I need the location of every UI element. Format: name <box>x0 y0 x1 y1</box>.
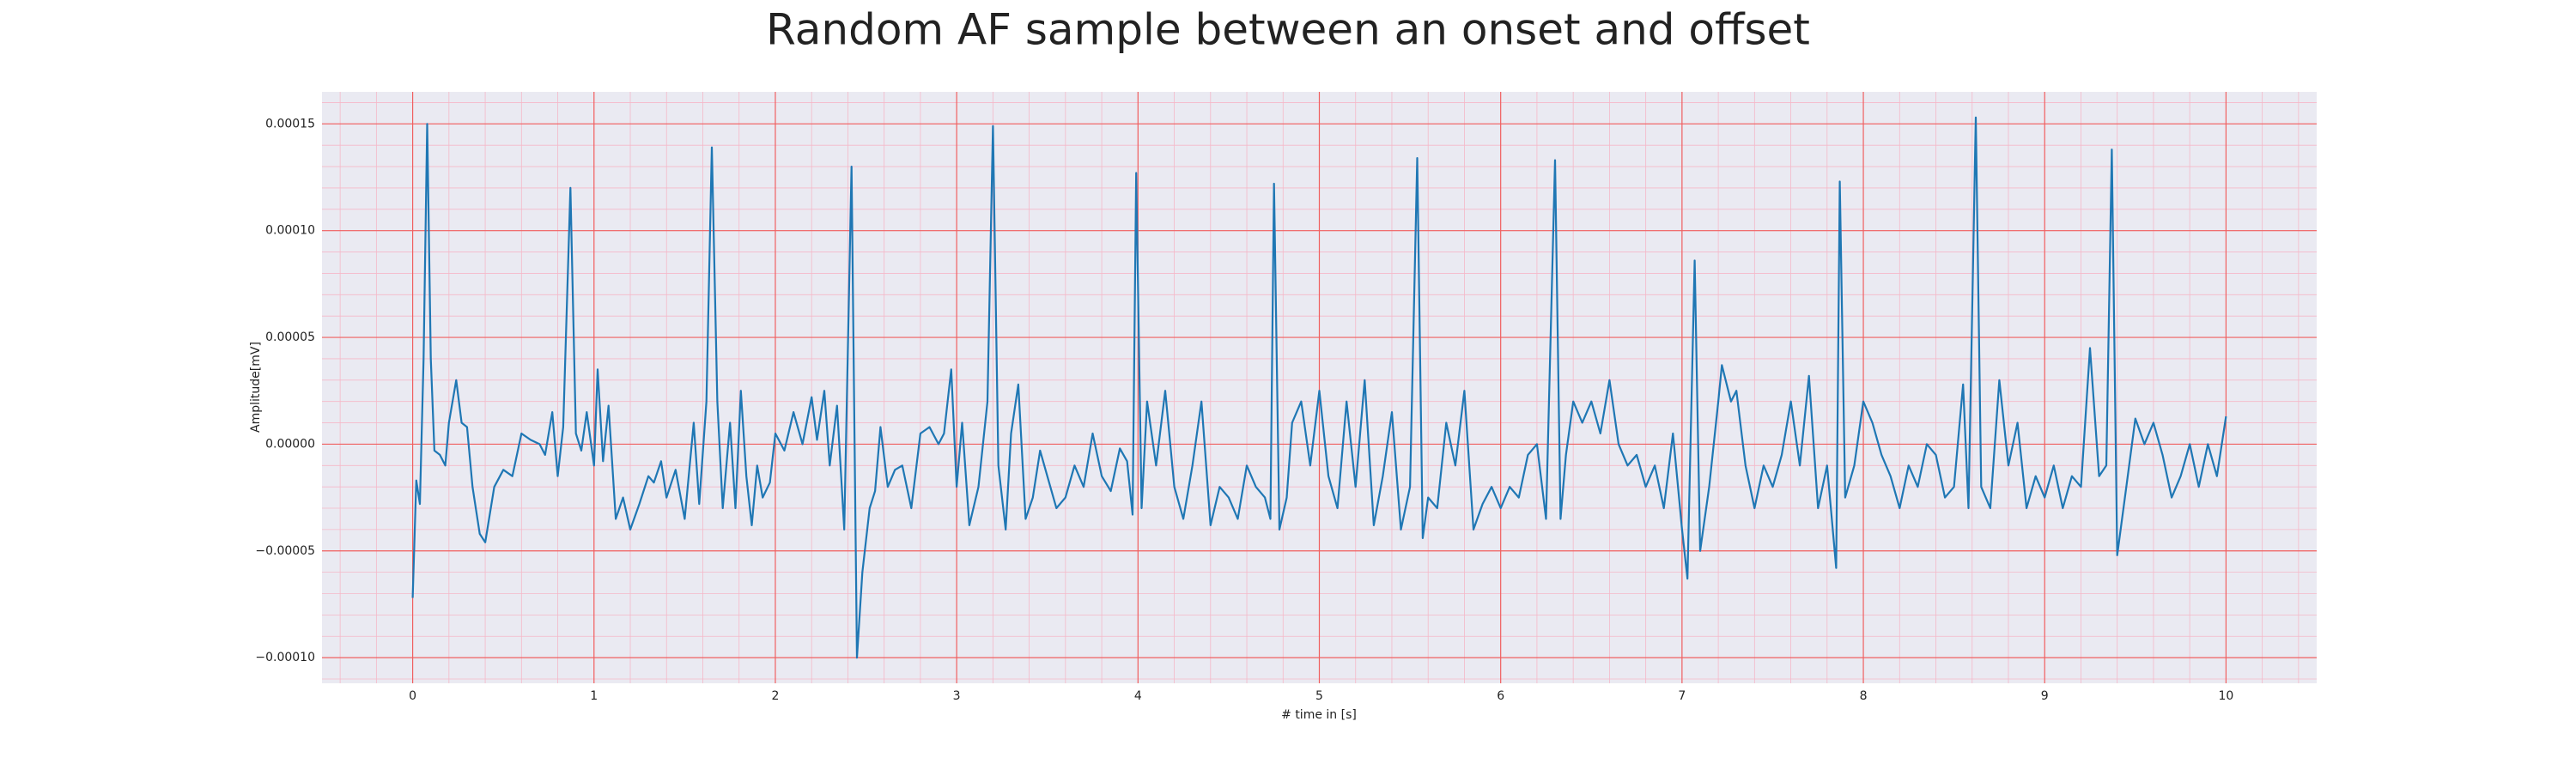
y-tick-label: 0.00005 <box>265 330 315 344</box>
x-tick-label: 3 <box>953 689 961 703</box>
y-tick-label: 0.00015 <box>265 117 315 130</box>
y-tick-label: −0.00010 <box>255 651 315 664</box>
x-tick-label: 1 <box>590 689 598 703</box>
y-tick-label: 0.00000 <box>265 437 315 451</box>
x-tick-label: 9 <box>2041 689 2049 703</box>
x-tick-label: 6 <box>1497 689 1504 703</box>
x-tick-label: 10 <box>2218 689 2233 703</box>
x-tick-label: 4 <box>1134 689 1142 703</box>
x-tick-label: 2 <box>771 689 779 703</box>
x-axis-label: # time in [s] <box>1281 708 1357 722</box>
x-tick-label: 8 <box>1860 689 1868 703</box>
data-line <box>411 116 2227 659</box>
chart-title: Random AF sample between an onset and of… <box>766 5 1810 55</box>
x-tick-label: 7 <box>1678 689 1686 703</box>
x-tick-label: 5 <box>1315 689 1323 703</box>
y-tick-label: 0.00010 <box>265 224 315 238</box>
x-tick-label: 0 <box>409 689 416 703</box>
y-tick-label: −0.00005 <box>255 544 315 558</box>
y-axis-label: Amplitude[mV] <box>249 342 263 433</box>
